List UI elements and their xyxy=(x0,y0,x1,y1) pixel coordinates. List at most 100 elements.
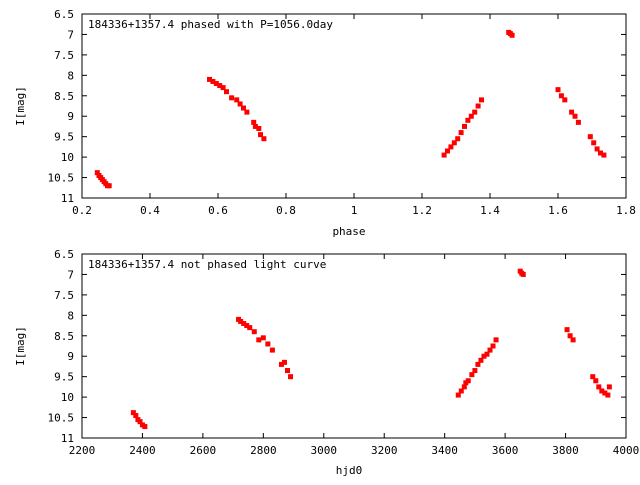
light-curve-data-point xyxy=(481,353,487,359)
phased-data-point xyxy=(465,117,471,123)
light-curve-data-point xyxy=(251,329,257,335)
light-curve-chart-title: 184336+1357.4 not phased light curve xyxy=(88,258,326,271)
light-curve-y-tick-label: 9 xyxy=(67,350,74,363)
light-curve-data-point xyxy=(484,351,490,357)
phased-data-point xyxy=(591,140,597,146)
light-curve-y-tick-label: 8.5 xyxy=(54,330,74,343)
light-curve-y-axis-label: I[mag] xyxy=(14,326,27,366)
phased-data-point xyxy=(251,119,257,125)
light-curve-x-tick-label: 3400 xyxy=(431,444,458,457)
light-curve-y-tick-label: 10 xyxy=(61,391,74,404)
light-curve-data-point xyxy=(133,413,139,419)
phased-data-point xyxy=(445,148,450,154)
light-curve-x-tick-label: 3200 xyxy=(371,444,398,457)
phased-y-tick-label: 7 xyxy=(67,28,74,41)
phased-y-tick-label: 8.5 xyxy=(54,90,74,103)
light-curve-data-point xyxy=(241,321,247,327)
phased-y-tick-label: 6.5 xyxy=(54,8,74,21)
light-curve-x-tick-label: 3000 xyxy=(311,444,338,457)
phased-data-point xyxy=(479,97,484,103)
phased-y-tick-label: 9.5 xyxy=(54,131,74,144)
phased-data-point xyxy=(448,144,454,150)
light-curve-plot-frame xyxy=(81,253,627,439)
phased-x-tick-label: 0.4 xyxy=(140,204,160,217)
light-curve-data-point xyxy=(130,410,136,416)
phased-data-point xyxy=(562,97,568,103)
phased-x-tick-label: 1.6 xyxy=(548,204,568,217)
light-curve-data-point xyxy=(475,361,481,367)
light-curve-x-tick-label: 2600 xyxy=(190,444,217,457)
light-curve-data-point xyxy=(247,325,253,331)
light-curve-data-points xyxy=(130,268,612,430)
light-curve-x-axis-label: hjd0 xyxy=(336,464,363,477)
light-curve-y-tick-label: 6.5 xyxy=(54,248,74,261)
phased-y-tick-label: 8 xyxy=(67,69,74,82)
phased-data-point xyxy=(555,87,561,93)
light-curve-data-point xyxy=(606,384,612,390)
phased-data-point xyxy=(106,183,112,189)
light-curve-y-tick-label: 8 xyxy=(67,309,74,322)
light-curve-data-point xyxy=(564,327,570,333)
phased-data-point xyxy=(572,113,578,119)
light-curve-data-point xyxy=(142,424,148,430)
phased-x-tick-label: 0.6 xyxy=(208,204,228,217)
phased-plot-frame xyxy=(81,13,627,199)
phased-x-tick-label: 1.2 xyxy=(412,204,432,217)
light-curve-data-point xyxy=(593,378,599,384)
phased-data-point xyxy=(224,89,229,95)
phased-data-point xyxy=(258,132,263,138)
light-curve-x-tick-label: 2200 xyxy=(69,444,96,457)
phased-data-point xyxy=(220,85,226,91)
phased-data-point xyxy=(207,76,212,82)
light-curve-data-point xyxy=(278,361,284,367)
phased-data-point xyxy=(462,123,467,129)
light-curve-data-point xyxy=(520,271,526,277)
phased-data-point xyxy=(458,130,464,136)
phased-data-point xyxy=(252,123,258,129)
phased-data-point xyxy=(237,101,243,107)
light-curve-data-point xyxy=(285,368,291,374)
phased-x-tick-label: 1 xyxy=(351,204,358,217)
light-curve-data-point xyxy=(478,357,484,363)
phased-ticks: 0.2 0.4 0.6 0.8 1 1.2 1.4 1.6 1.8 6.5 7 7.5 8 8.5 9 9.5… xyxy=(48,8,636,217)
light-curve-data-point xyxy=(602,390,608,396)
light-curve-data-point xyxy=(137,419,143,425)
phased-data-points xyxy=(94,29,607,189)
light-curve-data-point xyxy=(599,388,605,394)
phased-y-tick-label: 10.5 xyxy=(48,172,75,185)
light-curve-x-tick-label: 4000 xyxy=(613,444,640,457)
phased-y-tick-label: 10 xyxy=(61,151,74,164)
light-curve-x-tick-label: 2400 xyxy=(129,444,156,457)
phased-data-point xyxy=(213,81,219,87)
phased-data-point xyxy=(601,152,607,158)
phased-x-tick-label: 1.4 xyxy=(480,204,500,217)
light-curve-data-point xyxy=(590,374,596,380)
light-curve-data-point xyxy=(458,388,464,394)
phased-data-point xyxy=(234,97,240,103)
light-curve-ticks: 2200 2400 2600 2800 3000 3200 3400 3600 3800 4000… xyxy=(48,248,640,457)
phased-data-point xyxy=(217,83,223,89)
phased-data-point xyxy=(575,119,581,125)
phased-data-point xyxy=(210,78,216,84)
phased-data-point xyxy=(229,95,235,101)
phased-panel: 184336+1357.4 phased with P=1056.0day ph… xyxy=(14,8,636,238)
phased-data-point xyxy=(472,109,478,115)
light-curve-data-point xyxy=(269,347,275,353)
phased-y-tick-label: 11 xyxy=(61,192,74,205)
light-curve-data-point xyxy=(493,337,499,343)
phased-y-tick-label: 7.5 xyxy=(54,49,74,62)
light-curve-y-tick-label: 11 xyxy=(61,432,74,445)
phased-data-point xyxy=(569,109,575,115)
light-curve-data-point xyxy=(256,337,262,343)
phased-data-point xyxy=(468,113,474,119)
light-curve-panel: 184336+1357.4 not phased light curve hjd… xyxy=(14,248,639,477)
phased-data-point xyxy=(451,140,457,146)
light-curve-x-tick-label: 3800 xyxy=(552,444,579,457)
light-curve-data-point xyxy=(281,359,287,365)
phased-data-point xyxy=(256,125,262,131)
phased-data-point xyxy=(441,152,447,158)
phased-data-point xyxy=(598,150,603,156)
phased-data-point xyxy=(558,93,564,99)
light-curve-data-point xyxy=(461,384,467,390)
